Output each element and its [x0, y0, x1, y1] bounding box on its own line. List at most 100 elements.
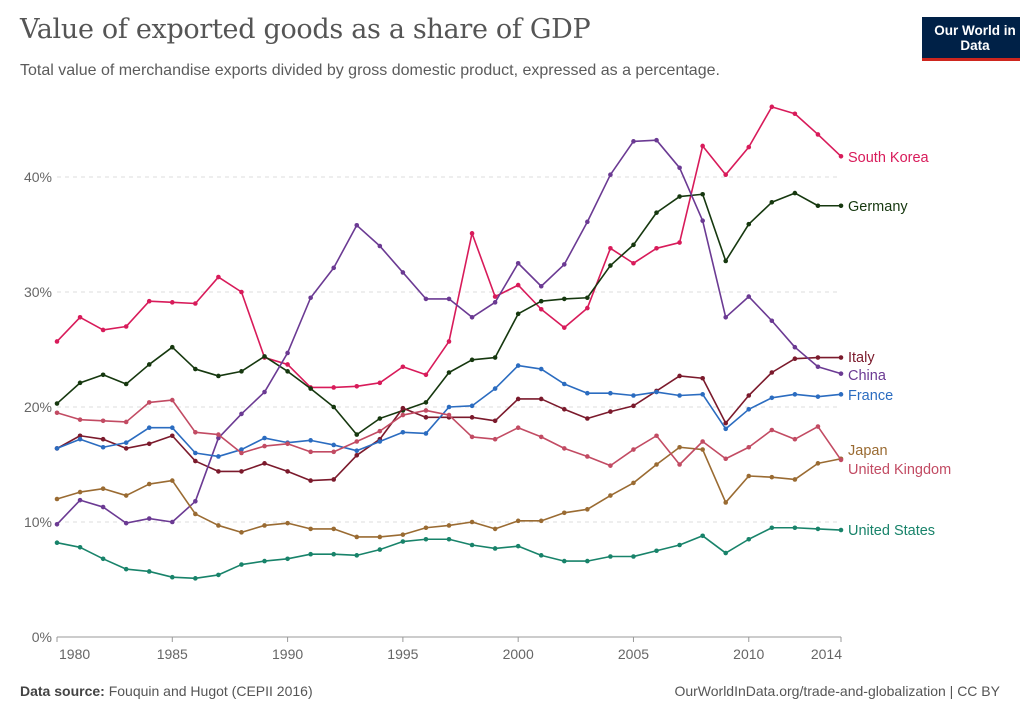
data-point: [77, 497, 83, 503]
data-point: [792, 477, 798, 482]
data-point: [193, 301, 198, 306]
x-tick-label: 2000: [503, 646, 534, 662]
data-point: [515, 260, 521, 266]
data-point: [561, 262, 567, 267]
data-point: [400, 405, 406, 411]
data-point: [123, 324, 129, 329]
data-point: [492, 526, 498, 532]
data-point: [193, 458, 198, 464]
data-point: [746, 407, 752, 412]
series-label: China: [848, 368, 887, 384]
data-point: [285, 362, 290, 367]
data-point: [308, 449, 313, 455]
data-point: [631, 403, 636, 409]
data-point: [654, 137, 659, 143]
data-point: [77, 433, 83, 439]
data-point: [308, 438, 313, 443]
data-point: [561, 510, 567, 516]
x-tick-label: 2005: [618, 646, 649, 662]
data-point: [400, 364, 406, 370]
data-point: [423, 372, 429, 378]
data-point: [423, 408, 429, 413]
data-point: [262, 523, 267, 528]
data-point: [400, 270, 406, 275]
data-point: [838, 371, 844, 376]
data-point: [354, 453, 360, 458]
data-point: [631, 393, 636, 398]
data-point: [515, 282, 521, 288]
data-point: [700, 375, 705, 381]
data-point: [746, 144, 752, 150]
data-point: [308, 526, 313, 532]
data-point: [746, 294, 752, 299]
y-tick-label: 0%: [32, 629, 52, 645]
data-point: [746, 536, 752, 542]
series-line: [56, 364, 842, 458]
data-point: [377, 243, 383, 249]
data-point: [285, 469, 290, 474]
data-point: [331, 551, 337, 557]
data-point: [838, 355, 844, 360]
data-point: [354, 223, 360, 228]
series-label: South Korea: [848, 150, 930, 166]
data-point: [354, 384, 360, 389]
data-point: [538, 396, 544, 402]
data-point: [239, 447, 244, 452]
data-point: [561, 446, 567, 451]
data-point: [262, 389, 267, 395]
y-tick-label: 40%: [24, 169, 52, 185]
data-point: [100, 418, 106, 424]
data-point: [792, 525, 798, 531]
data-point: [492, 546, 498, 551]
data-point: [792, 356, 798, 362]
data-point: [515, 425, 521, 431]
data-point: [608, 263, 613, 268]
data-point: [769, 427, 775, 433]
series-line: [56, 526, 842, 580]
data-point: [561, 381, 567, 387]
data-point: [608, 390, 613, 396]
data-point: [792, 392, 798, 397]
series-line: [56, 192, 841, 436]
data-point: [677, 165, 682, 171]
data-point: [769, 474, 775, 480]
data-point: [285, 556, 290, 562]
data-point: [700, 143, 705, 149]
data-point: [815, 424, 821, 429]
data-point: [815, 355, 821, 360]
data-point: [100, 486, 106, 491]
data-point: [216, 435, 221, 441]
y-tick-label: 20%: [24, 399, 52, 415]
data-point: [123, 566, 129, 572]
data-point: [146, 400, 152, 405]
data-point: [654, 548, 659, 554]
data-point: [538, 306, 544, 312]
data-point: [146, 425, 152, 431]
source-url-link[interactable]: OurWorldInData.org/trade-and-globalizati…: [674, 683, 1000, 699]
data-point: [723, 420, 729, 426]
data-point: [239, 562, 244, 567]
data-point: [400, 539, 406, 544]
data-point: [700, 392, 705, 397]
data-point: [838, 154, 844, 159]
data-point: [492, 418, 498, 424]
data-point: [769, 395, 775, 401]
data-point: [815, 461, 821, 466]
data-point: [423, 431, 429, 436]
data-point: [239, 530, 244, 535]
data-point: [769, 525, 775, 531]
data-point: [54, 401, 60, 406]
data-point: [193, 511, 198, 517]
data-point: [54, 496, 60, 502]
data-point: [608, 554, 613, 559]
data-point: [308, 551, 313, 557]
data-point: [216, 274, 221, 280]
data-point: [123, 381, 129, 387]
owid-logo[interactable]: Our World in Data: [922, 17, 1020, 61]
data-point: [216, 572, 221, 578]
data-point: [331, 404, 337, 410]
data-point: [123, 520, 129, 526]
data-point: [400, 412, 406, 418]
x-tick-label: 2014: [811, 646, 842, 662]
series-label: United Kingdom: [848, 462, 951, 478]
